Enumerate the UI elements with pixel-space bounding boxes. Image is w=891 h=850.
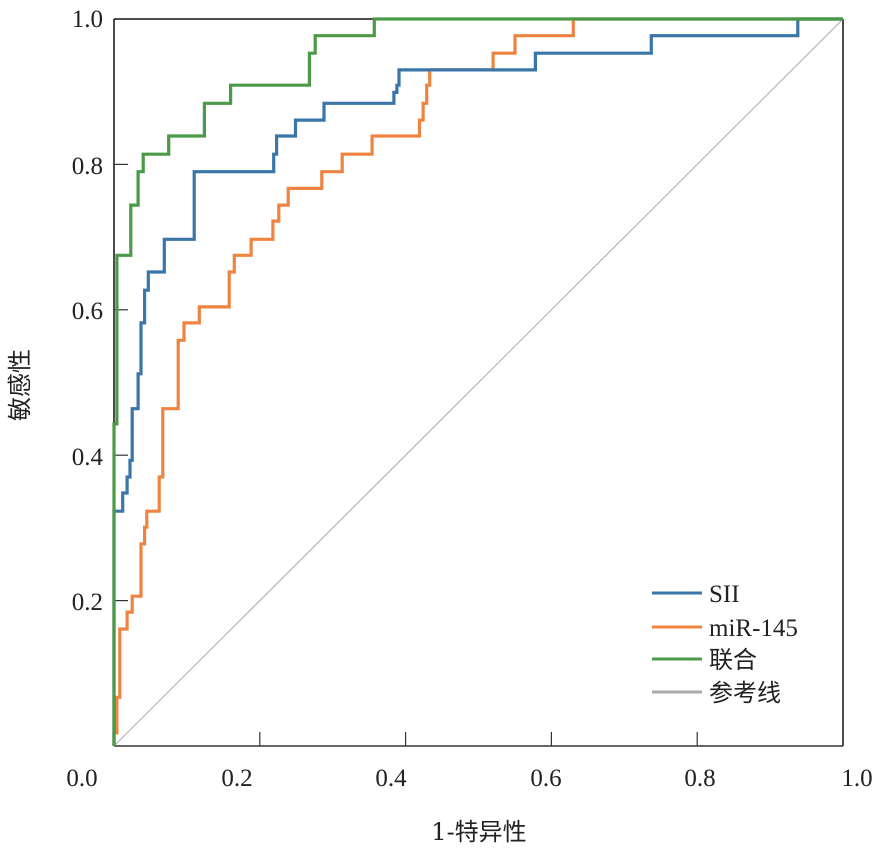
legend-label-mir145: miR-145 xyxy=(709,615,798,642)
plot-area xyxy=(112,17,844,747)
legend-item-combined: 联合 xyxy=(652,646,757,674)
x-tick-label-0.0: 0.0 xyxy=(66,765,97,792)
series-line-sii xyxy=(112,17,843,746)
x-axis-title: 1-特异性 xyxy=(431,818,526,846)
series-line-combined xyxy=(112,17,843,746)
x-tick-label-1.0: 1.0 xyxy=(841,765,872,792)
y-tick-label-0.2: 0.2 xyxy=(72,589,103,616)
y-axis-title: 敏感性 xyxy=(6,349,34,421)
legend-label-combined: 联合 xyxy=(709,646,757,674)
legend-label-reference: 参考线 xyxy=(709,679,781,707)
y-tick-label-0.8: 0.8 xyxy=(72,153,103,180)
x-tick-label-0.2: 0.2 xyxy=(221,765,252,792)
series-line-reference xyxy=(113,18,844,747)
x-tick-label-0.4: 0.4 xyxy=(375,765,407,792)
legend-label-sii: SII xyxy=(709,581,740,608)
x-tick-label-0.8: 0.8 xyxy=(684,765,715,792)
y-tick-label-0.6: 0.6 xyxy=(72,298,103,325)
x-tick-label-0.6: 0.6 xyxy=(530,765,561,792)
y-tick-labels: 1.0 0.8 0.6 0.4 0.2 xyxy=(72,6,104,616)
legend: SII miR-145 联合 参考线 xyxy=(652,581,798,707)
legend-item-mir145: miR-145 xyxy=(652,615,798,642)
series-line-mir145 xyxy=(112,17,843,746)
legend-item-sii: SII xyxy=(652,581,740,608)
y-tick-label-1.0: 1.0 xyxy=(72,6,103,33)
y-tick-label-0.4: 0.4 xyxy=(72,444,104,471)
x-tick-labels: 0.0 0.2 0.4 0.6 0.8 1.0 xyxy=(66,765,872,792)
legend-item-reference: 参考线 xyxy=(652,679,781,707)
